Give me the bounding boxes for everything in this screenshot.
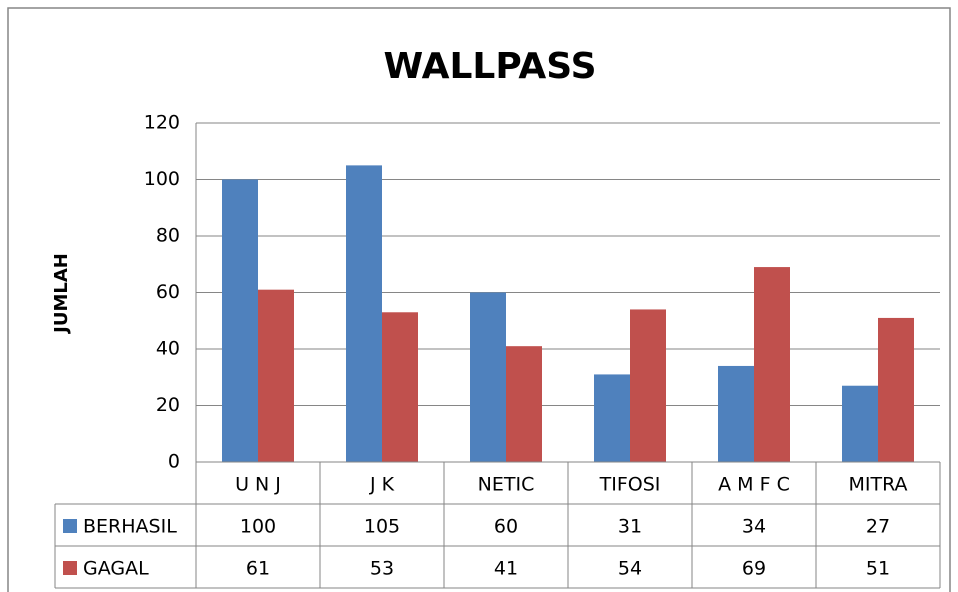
y-tick-label: 80 — [156, 225, 180, 247]
table-value: 60 — [494, 516, 518, 538]
bar — [222, 179, 258, 462]
bar — [594, 374, 630, 462]
bar — [382, 312, 418, 462]
table-value: 41 — [494, 558, 518, 580]
x-tick-label: NETIC — [478, 474, 535, 496]
y-tick-label: 20 — [156, 394, 180, 416]
y-axis-label: JUMLAH — [51, 253, 72, 335]
bar — [506, 346, 542, 462]
x-tick-label: J K — [369, 474, 395, 496]
y-tick-label: 60 — [156, 281, 180, 303]
table-value: 54 — [618, 558, 642, 580]
x-tick-label: TIFOSI — [599, 474, 661, 496]
x-tick-label: A M F C — [718, 474, 790, 496]
bar — [470, 292, 506, 462]
table-value: 34 — [742, 516, 766, 538]
bar — [346, 165, 382, 462]
x-tick-label: U N J — [235, 474, 281, 496]
y-tick-label: 0 — [168, 451, 180, 473]
x-tick-label: MITRA — [848, 474, 907, 496]
bar — [754, 267, 790, 462]
table-value: 51 — [866, 558, 890, 580]
table-value: 31 — [618, 516, 642, 538]
y-tick-label: 40 — [156, 338, 180, 360]
chart-border — [7, 7, 951, 592]
bar — [258, 289, 294, 462]
table-value: 61 — [246, 558, 270, 580]
bar — [630, 309, 666, 462]
table-value: 100 — [240, 516, 276, 538]
legend-swatch — [63, 519, 77, 533]
table-value: 105 — [364, 516, 400, 538]
y-tick-label: 120 — [144, 112, 180, 134]
table-value: 53 — [370, 558, 394, 580]
bar — [842, 385, 878, 462]
bar — [878, 317, 914, 462]
chart-title: WALLPASS — [383, 46, 596, 87]
bar — [718, 365, 754, 462]
y-tick-label: 100 — [144, 168, 180, 190]
legend-swatch — [63, 561, 77, 575]
table-value: 27 — [866, 516, 890, 538]
table-value: 69 — [742, 558, 766, 580]
legend-label: GAGAL — [83, 558, 149, 580]
legend-label: BERHASIL — [83, 516, 177, 538]
